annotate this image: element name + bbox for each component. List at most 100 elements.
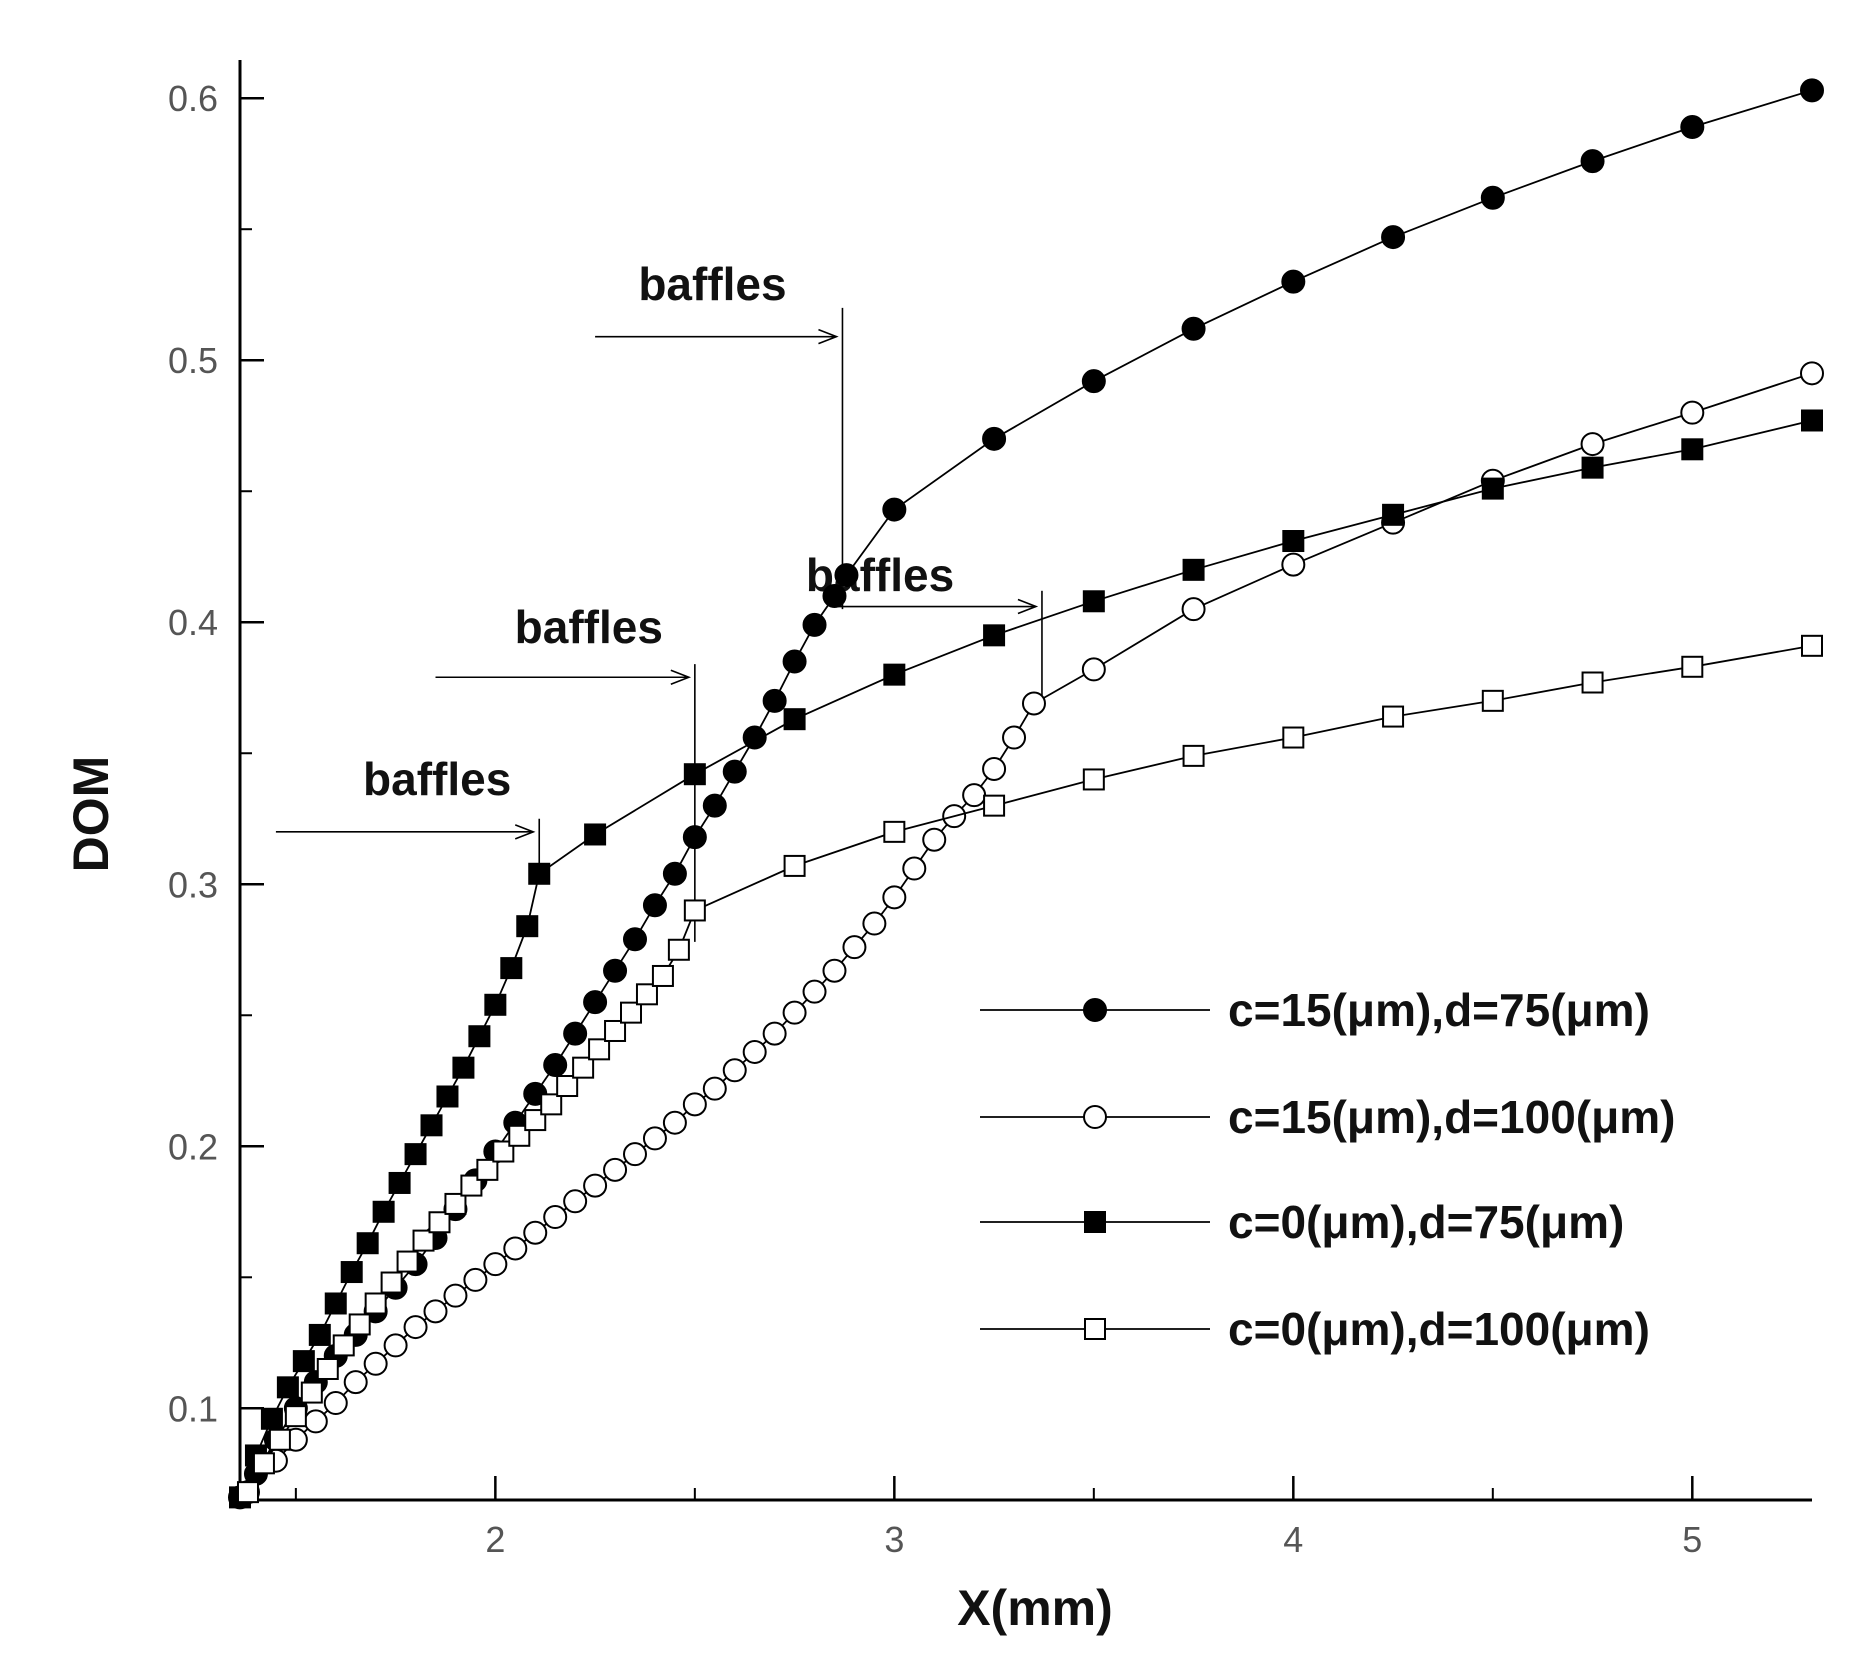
data-point xyxy=(702,793,727,818)
data-point xyxy=(468,1025,491,1048)
data-point xyxy=(348,1313,371,1336)
data-point xyxy=(1081,657,1106,682)
data-point xyxy=(563,1189,588,1214)
data-point xyxy=(862,911,887,936)
data-point xyxy=(1081,369,1106,394)
data-point xyxy=(583,990,608,1015)
data-point xyxy=(1480,185,1505,210)
baffle-label: baffles xyxy=(515,601,663,653)
data-point xyxy=(962,783,987,808)
data-point xyxy=(822,958,847,983)
y-tick-label: 0.6 xyxy=(168,78,218,119)
data-point xyxy=(292,1350,315,1373)
data-point xyxy=(383,1333,408,1358)
data-point xyxy=(436,1085,459,1108)
data-point xyxy=(356,1232,379,1255)
y-tick-label: 0.3 xyxy=(168,864,218,905)
data-point xyxy=(1581,671,1604,694)
data-point xyxy=(603,1157,628,1182)
data-point xyxy=(1580,432,1605,457)
data-point xyxy=(762,688,787,713)
x-tick-label: 2 xyxy=(485,1519,505,1560)
data-point xyxy=(303,1409,328,1434)
data-point xyxy=(363,1351,388,1376)
data-point xyxy=(1182,558,1205,581)
data-point xyxy=(1082,590,1105,613)
data-point xyxy=(388,1171,411,1194)
data-point xyxy=(683,899,706,922)
data-point xyxy=(742,1039,767,1064)
data-point xyxy=(316,1357,339,1380)
data-point xyxy=(1800,78,1824,103)
data-point xyxy=(572,1056,595,1079)
y-axis-title: DOM xyxy=(63,756,119,873)
baffle-annotation-1: baffles xyxy=(275,753,541,885)
data-point xyxy=(662,1110,687,1135)
y-tick-label: 0.5 xyxy=(168,340,218,381)
data-point xyxy=(396,1250,419,1273)
data-point xyxy=(588,1038,611,1061)
data-point xyxy=(682,825,707,850)
data-point xyxy=(683,763,706,786)
data-point xyxy=(1382,705,1405,728)
data-point xyxy=(403,1315,428,1340)
data-point xyxy=(883,820,906,843)
data-point xyxy=(782,649,807,674)
data-point xyxy=(682,1092,707,1117)
data-point xyxy=(883,663,906,686)
y-tick-label: 0.1 xyxy=(168,1388,218,1429)
data-point xyxy=(642,1126,667,1151)
data-point xyxy=(308,1323,331,1346)
data-point xyxy=(662,861,687,886)
data-point xyxy=(642,893,667,918)
data-point xyxy=(420,1114,443,1137)
data-point xyxy=(252,1452,275,1475)
legend-label: c=0(μm),d=75(μm) xyxy=(1228,1196,1624,1248)
data-point xyxy=(1481,477,1504,500)
data-point xyxy=(423,1299,448,1324)
data-point xyxy=(722,1058,747,1083)
data-point xyxy=(742,725,767,750)
baffle-label: baffles xyxy=(363,753,511,805)
data-point xyxy=(324,1292,347,1315)
x-tick-label: 5 xyxy=(1682,1519,1702,1560)
data-point xyxy=(983,794,1006,817)
baffle-arrow-head xyxy=(514,824,536,840)
baffle-annotation-2: baffles xyxy=(435,601,696,942)
legend-label: c=15(μm),d=75(μm) xyxy=(1228,984,1650,1036)
data-point xyxy=(882,497,907,522)
baffle-arrow-head xyxy=(1017,598,1039,615)
data-point xyxy=(1681,655,1704,678)
x-tick-label: 3 xyxy=(884,1519,904,1560)
y-tick-label: 0.4 xyxy=(168,602,218,643)
data-point xyxy=(1002,725,1027,750)
data-point xyxy=(1800,361,1824,386)
data-point xyxy=(372,1200,395,1223)
data-point xyxy=(1282,726,1305,749)
annotations: baffles baffles baffles baffles xyxy=(275,258,1043,942)
data-point xyxy=(503,1236,528,1261)
data-point xyxy=(822,584,847,609)
data-point xyxy=(783,708,806,731)
data-point xyxy=(528,862,551,885)
data-point xyxy=(343,1370,368,1395)
baffle-arrow-head xyxy=(670,669,692,686)
data-point xyxy=(1801,634,1823,657)
data-point xyxy=(1182,744,1205,767)
data-point xyxy=(583,1173,608,1198)
legend-marker xyxy=(1083,998,1107,1022)
data-point xyxy=(543,1205,568,1230)
data-point xyxy=(563,1021,588,1046)
series-4 xyxy=(236,634,1823,1504)
series-layer xyxy=(228,78,1824,1510)
data-point xyxy=(340,1261,363,1284)
data-point xyxy=(1681,438,1704,461)
data-point xyxy=(603,958,628,983)
data-point xyxy=(540,1093,563,1116)
baffle-annotation-3: baffles xyxy=(595,258,844,610)
legend-item-2: c=15(μm),d=100(μm) xyxy=(980,1091,1675,1143)
data-point xyxy=(380,1271,403,1294)
data-point xyxy=(1680,400,1705,425)
legend-item-3: c=0(μm),d=75(μm) xyxy=(980,1196,1624,1248)
